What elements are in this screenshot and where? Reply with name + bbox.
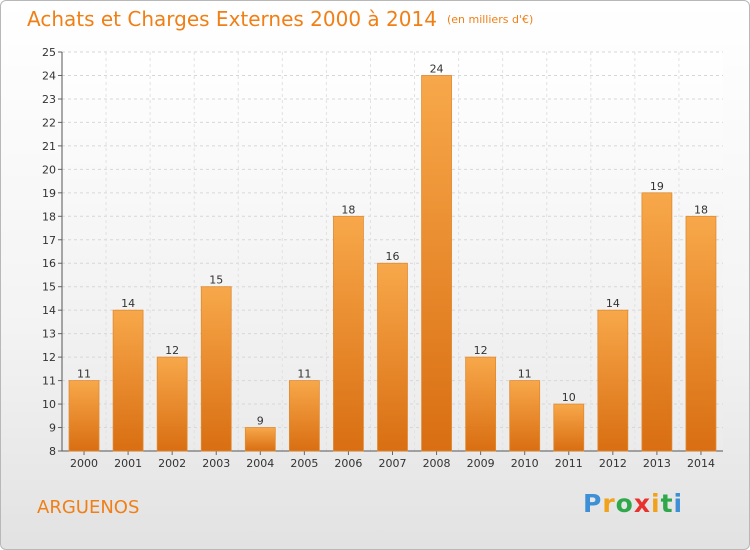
logo-letter: i	[673, 489, 684, 518]
x-tick-label-2012: 2012	[599, 457, 627, 470]
value-label-2001: 14	[121, 297, 135, 310]
bar-2005	[288, 380, 320, 452]
y-tick-label: 20	[42, 163, 56, 176]
value-label-2008: 24	[430, 62, 444, 75]
bar-2013	[641, 192, 673, 452]
value-label-2006: 18	[341, 203, 355, 216]
value-label-2005: 11	[297, 368, 311, 381]
bar-2001	[112, 309, 144, 452]
logo-letter: o	[615, 489, 634, 518]
y-tick-label: 11	[42, 375, 56, 388]
y-tick-label: 13	[42, 328, 56, 341]
bar-layer: 11 14 12 15 9 11 18 16 24 12 11 10 14 19 18	[68, 62, 717, 452]
axis-layer: 8 9 10 11 12 13 14 15 16 17 18 19 20 21 22 23 24 25 2000 20…	[42, 46, 723, 470]
x-tick-label-2005: 2005	[290, 457, 318, 470]
x-tick-label-2000: 2000	[70, 457, 98, 470]
y-tick-label: 19	[42, 187, 56, 200]
chart-unit-note: (en milliers d'€)	[446, 13, 534, 26]
logo-letter: x	[633, 489, 651, 518]
x-tick-label-2014: 2014	[687, 457, 715, 470]
value-label-2009: 12	[474, 344, 488, 357]
logo-letter: i	[651, 489, 661, 518]
x-tick-label-2007: 2007	[379, 457, 407, 470]
y-tick-label: 18	[42, 210, 56, 223]
value-label-2003: 15	[209, 274, 223, 287]
y-tick-label: 10	[42, 398, 56, 411]
y-tick-label: 21	[42, 140, 56, 153]
y-tick-label: 9	[49, 422, 56, 435]
bar-2010	[509, 380, 541, 452]
x-tick-label-2010: 2010	[511, 457, 539, 470]
bar-2014	[685, 215, 717, 452]
y-tick-label: 12	[42, 351, 56, 364]
value-label-2011: 10	[562, 391, 576, 404]
value-label-2007: 16	[386, 250, 400, 263]
y-tick-label: 14	[42, 304, 56, 317]
value-label-2004: 9	[257, 415, 264, 428]
x-tick-label-2001: 2001	[114, 457, 142, 470]
y-tick-label: 15	[42, 281, 56, 294]
value-label-2010: 11	[518, 368, 532, 381]
y-tick-label: 25	[42, 46, 56, 59]
bar-2004	[244, 427, 276, 452]
bar-2000	[68, 380, 100, 452]
y-tick-label: 24	[42, 69, 56, 82]
bar-2003	[200, 286, 232, 452]
y-tick-label: 16	[42, 257, 56, 270]
bar-2002	[156, 356, 188, 452]
bar-2007	[377, 262, 408, 452]
bar-2008	[421, 75, 452, 452]
bar-2012	[597, 309, 629, 452]
chart-title-text: Achats et Charges Externes 2000 à 2014	[27, 7, 437, 31]
logo-letter: r	[602, 489, 616, 518]
x-tick-label-2013: 2013	[643, 457, 671, 470]
value-label-2014: 18	[694, 203, 708, 216]
x-tick-label-2004: 2004	[246, 457, 274, 470]
y-tick-label: 8	[49, 445, 56, 458]
bar-2011	[553, 403, 585, 452]
value-label-2013: 19	[650, 180, 664, 193]
value-label-2012: 14	[606, 297, 620, 310]
x-tick-label-2003: 2003	[202, 457, 230, 470]
x-tick-label-2006: 2006	[334, 457, 362, 470]
x-tick-label-2011: 2011	[555, 457, 583, 470]
value-label-2002: 12	[165, 344, 179, 357]
logo-letter: t	[660, 489, 674, 518]
y-tick-label: 17	[42, 234, 56, 247]
bar-2009	[465, 356, 497, 452]
place-name: ARGUENOS	[37, 497, 140, 518]
bar-2006	[333, 215, 364, 452]
y-tick-label: 22	[42, 116, 56, 129]
logo-letter: P	[583, 489, 603, 518]
proxiti-logo: Proxiti	[583, 489, 683, 518]
x-tick-label-2008: 2008	[423, 457, 451, 470]
x-tick-label-2009: 2009	[467, 457, 495, 470]
chart-title: Achats et Charges Externes 2000 à 2014 (e…	[27, 7, 533, 31]
x-tick-label-2002: 2002	[158, 457, 186, 470]
y-tick-label: 23	[42, 93, 56, 106]
value-label-2000: 11	[77, 368, 91, 381]
